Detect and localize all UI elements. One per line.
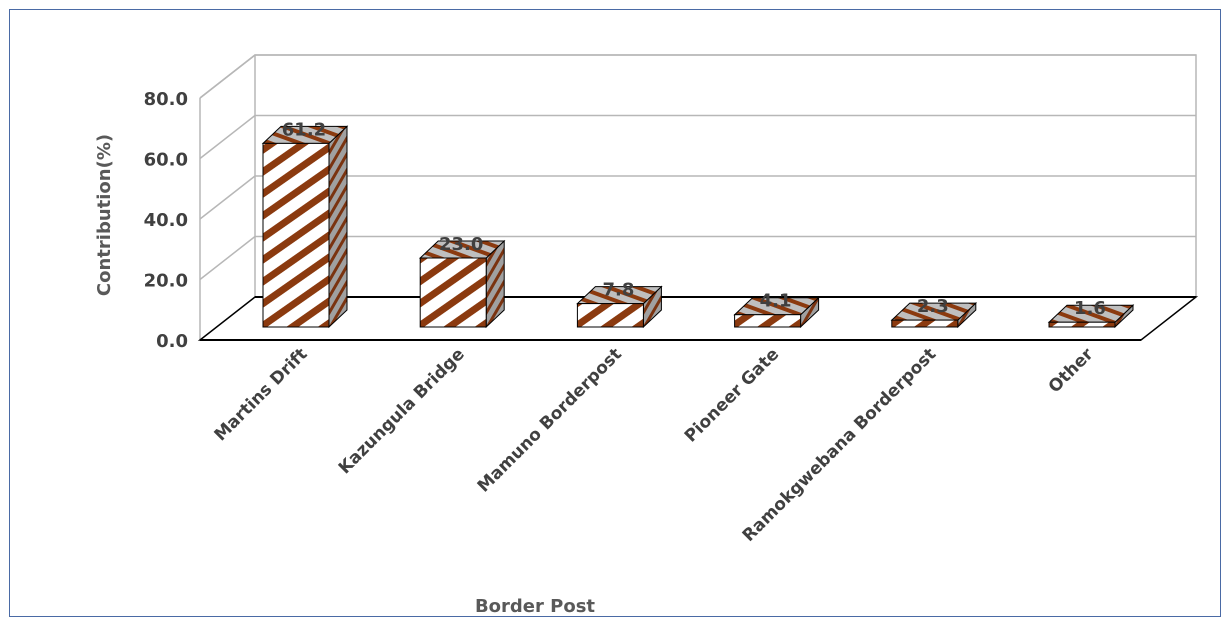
bar — [261, 125, 349, 329]
y-tick-label: 60.0 — [144, 150, 188, 171]
bar — [890, 301, 978, 329]
plot-walls — [197, 54, 1199, 341]
x-tick-label: Pioneer Gate — [681, 344, 783, 446]
bar — [418, 239, 506, 329]
bar-front — [891, 319, 959, 328]
y-tick-labels: 0.0 20.0 40.0 60.0 80.0 — [144, 89, 188, 352]
bar-front — [262, 142, 330, 328]
data-labels: 61.2 23.0 7.8 4.1 2.3 1.6 — [282, 119, 1106, 319]
x-tick-labels: Martins Drift Kazungula Bridge Mamuno Bord… — [211, 344, 1098, 546]
gridline-side — [199, 175, 256, 220]
bar-front — [419, 257, 487, 328]
bar — [733, 296, 820, 329]
x-tick-label: Martins Drift — [211, 344, 312, 445]
bar-side — [328, 125, 348, 329]
x-axis-title: Border Post — [475, 596, 595, 617]
gridline-side — [199, 235, 256, 281]
data-label: 2.3 — [917, 296, 949, 317]
x-tick-label: Ramokgwebana Borderpost — [739, 344, 941, 546]
y-tick-label: 20.0 — [144, 271, 188, 292]
y-tick-label: 0.0 — [156, 331, 188, 352]
bar — [576, 285, 663, 329]
x-tick-label: Kazungula Bridge — [335, 344, 469, 478]
data-label: 23.0 — [439, 234, 483, 255]
x-tick-label: Other — [1045, 344, 1098, 397]
bar-front — [1048, 321, 1116, 328]
data-label: 1.6 — [1074, 298, 1106, 319]
bar-front — [576, 303, 644, 328]
bar-front — [734, 314, 802, 328]
x-tick-label: Mamuno Borderpost — [474, 344, 626, 496]
gridlines — [199, 54, 1196, 281]
floor — [197, 296, 1199, 341]
bars — [261, 125, 1135, 329]
data-label: 4.1 — [760, 291, 792, 312]
y-tick-label: 40.0 — [144, 210, 188, 231]
data-label: 7.8 — [602, 280, 634, 301]
y-axis-title: Contribution(%) — [94, 134, 115, 296]
gridline-side — [199, 114, 256, 160]
y-tick-label: 80.0 — [144, 89, 188, 110]
data-label: 61.2 — [282, 119, 326, 140]
gridline-side — [199, 54, 256, 99]
chart-frame — [9, 9, 1221, 617]
bar — [1047, 304, 1135, 329]
